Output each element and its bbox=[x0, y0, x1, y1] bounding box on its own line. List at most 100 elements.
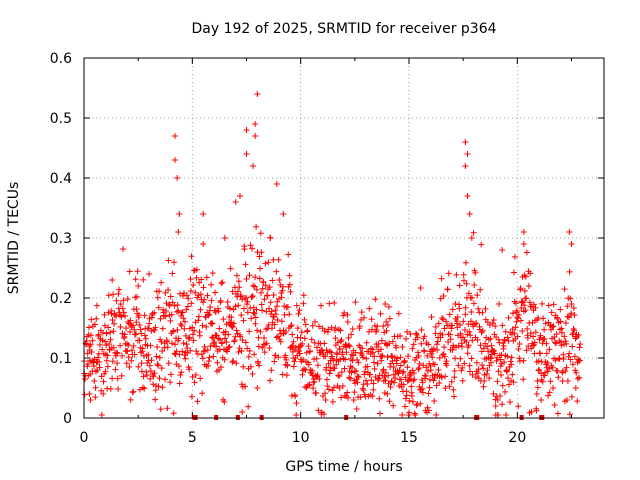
chart-title: Day 192 of 2025, SRMTID for receiver p36… bbox=[191, 21, 496, 37]
data-point bbox=[542, 369, 549, 376]
data-point bbox=[506, 399, 513, 406]
data-point bbox=[230, 306, 237, 313]
data-point bbox=[271, 358, 278, 365]
data-point bbox=[289, 342, 296, 349]
data-point bbox=[165, 257, 172, 264]
data-point bbox=[459, 377, 466, 384]
data-point bbox=[209, 270, 216, 277]
data-point bbox=[499, 382, 506, 389]
data-point bbox=[315, 407, 322, 414]
data-point bbox=[254, 385, 261, 391]
data-point bbox=[538, 397, 545, 403]
data-point bbox=[117, 301, 124, 308]
data-point bbox=[451, 374, 458, 381]
data-point bbox=[402, 403, 409, 410]
data-point bbox=[326, 348, 333, 355]
data-point bbox=[235, 349, 242, 356]
data-point bbox=[466, 368, 473, 375]
data-point bbox=[397, 354, 404, 361]
data-point bbox=[207, 304, 214, 311]
data-point bbox=[252, 320, 259, 327]
data-point bbox=[494, 397, 501, 403]
data-point bbox=[516, 355, 523, 362]
data-point bbox=[121, 331, 128, 338]
data-point bbox=[446, 311, 453, 318]
data-point bbox=[131, 331, 138, 338]
data-point bbox=[233, 272, 240, 279]
data-point bbox=[167, 293, 174, 300]
data-point bbox=[562, 319, 569, 326]
data-point bbox=[341, 309, 348, 316]
data-point bbox=[152, 396, 159, 403]
data-point bbox=[353, 405, 360, 412]
data-point bbox=[494, 378, 501, 385]
data-point bbox=[421, 348, 428, 355]
data-point bbox=[570, 326, 577, 333]
data-point bbox=[271, 321, 278, 328]
data-point bbox=[239, 337, 246, 344]
data-point bbox=[92, 384, 99, 391]
data-point bbox=[150, 381, 157, 388]
data-point bbox=[328, 349, 335, 356]
data-point bbox=[249, 370, 256, 377]
data-point bbox=[362, 368, 369, 375]
data-point bbox=[119, 305, 126, 312]
data-point bbox=[321, 390, 328, 397]
data-point bbox=[210, 353, 217, 360]
data-point bbox=[155, 304, 162, 311]
data-point bbox=[207, 343, 214, 350]
data-point bbox=[440, 293, 447, 300]
data-point bbox=[233, 360, 240, 367]
data-point bbox=[390, 371, 397, 378]
data-point bbox=[100, 378, 107, 385]
data-point bbox=[268, 308, 275, 315]
data-point bbox=[283, 356, 290, 363]
data-point bbox=[460, 318, 467, 325]
data-point bbox=[566, 350, 573, 357]
data-point bbox=[162, 289, 169, 296]
data-point bbox=[468, 294, 475, 301]
data-point bbox=[531, 339, 538, 346]
data-point bbox=[269, 325, 276, 332]
y-tick-label: 0 bbox=[63, 411, 72, 427]
data-point bbox=[506, 381, 513, 388]
data-point bbox=[251, 351, 258, 358]
data-point bbox=[127, 328, 134, 335]
data-point bbox=[562, 368, 569, 375]
data-point bbox=[369, 349, 376, 356]
data-point bbox=[363, 339, 370, 346]
data-point bbox=[510, 379, 517, 386]
data-point bbox=[390, 402, 397, 409]
data-point bbox=[487, 354, 494, 361]
data-point bbox=[510, 269, 517, 276]
data-point bbox=[175, 335, 182, 342]
data-point bbox=[482, 305, 489, 312]
data-point bbox=[208, 320, 215, 327]
data-point bbox=[405, 353, 412, 360]
data-point bbox=[499, 322, 506, 329]
data-point bbox=[437, 295, 444, 302]
data-point bbox=[512, 300, 519, 307]
data-point bbox=[554, 367, 561, 374]
data-point bbox=[378, 337, 385, 344]
data-point bbox=[104, 352, 111, 359]
data-point bbox=[299, 340, 306, 347]
data-point bbox=[524, 334, 531, 341]
data-point bbox=[378, 353, 385, 360]
data-point bbox=[567, 295, 574, 302]
data-point bbox=[133, 319, 140, 326]
data-point bbox=[375, 375, 382, 382]
data-point bbox=[209, 334, 216, 341]
data-point bbox=[421, 333, 428, 340]
data-point bbox=[124, 296, 131, 303]
data-point bbox=[142, 335, 149, 342]
data-point bbox=[508, 354, 515, 361]
data-point bbox=[408, 383, 415, 390]
data-point bbox=[429, 354, 436, 361]
data-point bbox=[566, 411, 573, 418]
data-point bbox=[153, 353, 160, 360]
data-point bbox=[279, 283, 286, 290]
data-point bbox=[457, 322, 464, 329]
data-point bbox=[199, 322, 206, 329]
data-point bbox=[465, 290, 472, 297]
